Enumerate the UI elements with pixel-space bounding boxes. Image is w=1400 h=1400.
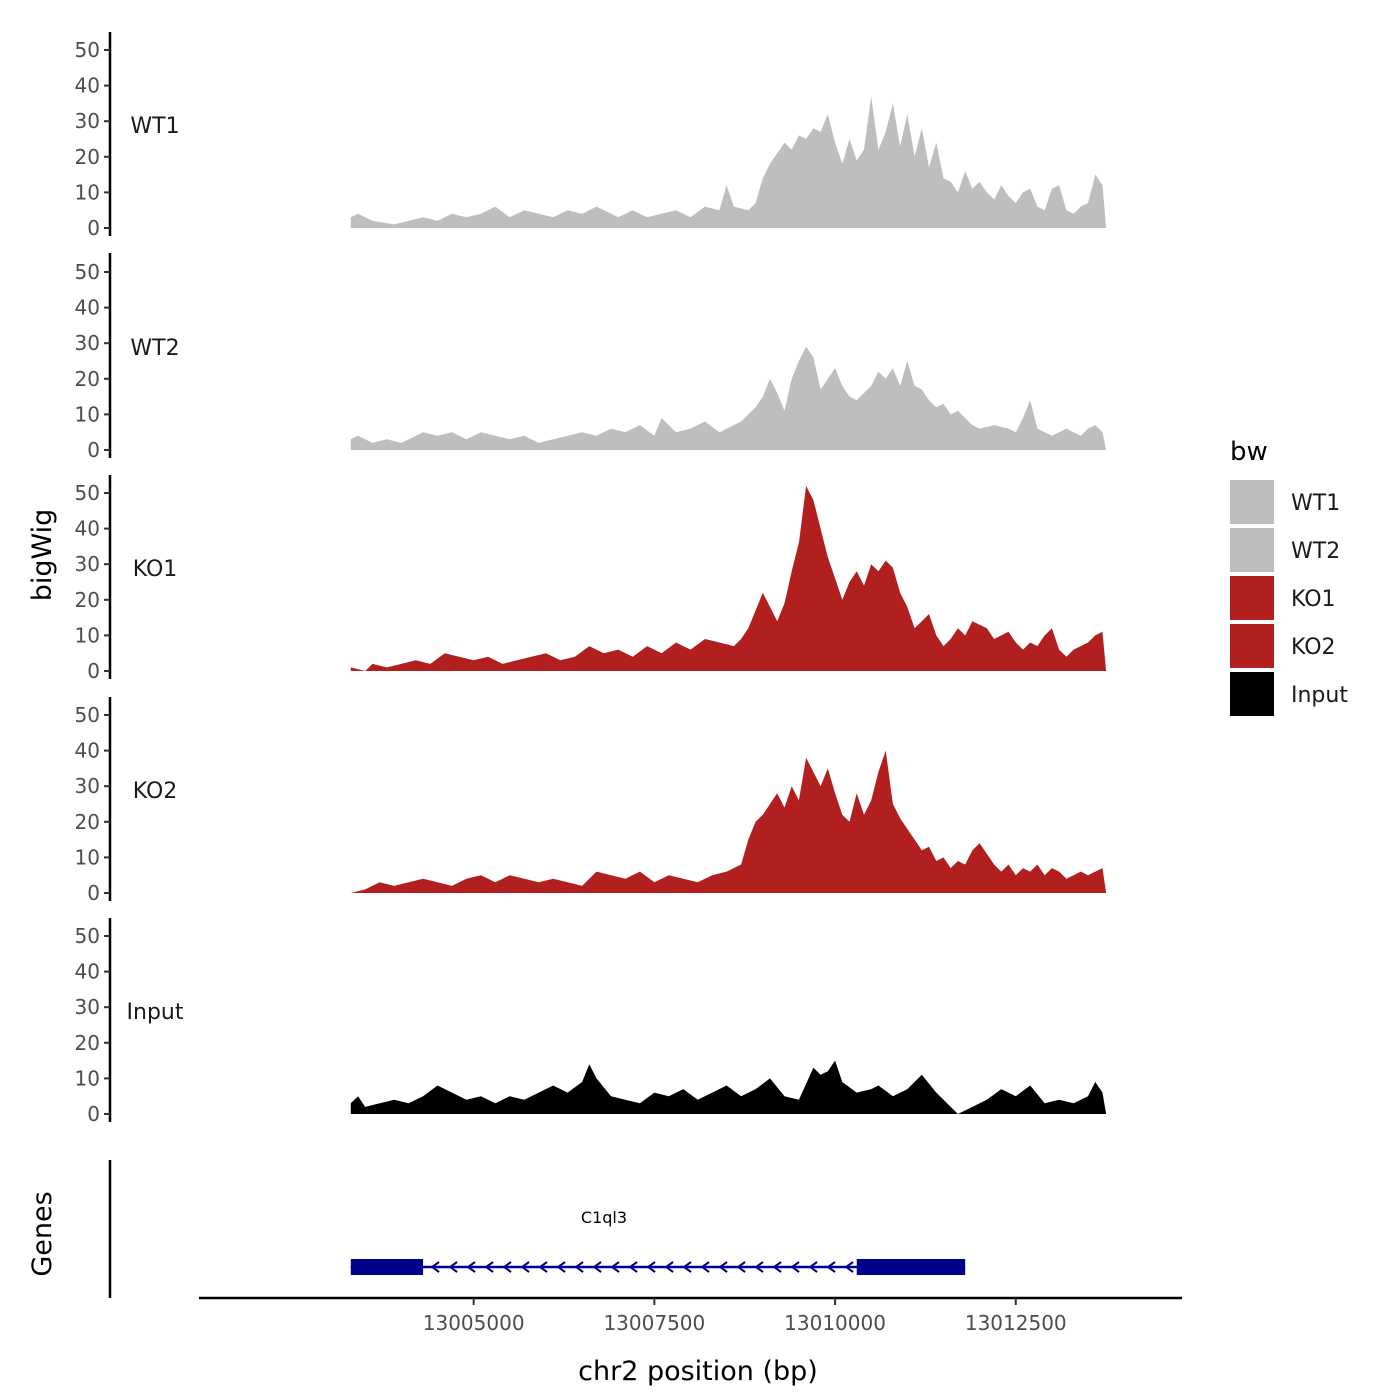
legend-title: bw [1230, 437, 1268, 467]
strand-arrow [736, 1261, 746, 1273]
y-tick-label: 20 [75, 367, 100, 391]
y-tick-label: 10 [75, 1066, 100, 1090]
strand-arrow [772, 1261, 782, 1273]
y-tick-label: 30 [75, 995, 100, 1019]
area-wt2 [350, 346, 1107, 450]
gene-exon [856, 1259, 966, 1275]
y-tick-label: 50 [75, 703, 100, 727]
legend: bw WT1 WT2 KO1 KO2 Input [1230, 437, 1348, 716]
legend-key-wt2 [1230, 528, 1274, 572]
strand-arrow [592, 1261, 602, 1273]
y-tick-label: 50 [75, 260, 100, 284]
gene-track: C1ql3 [108, 1160, 966, 1298]
y-tick-label: 20 [75, 810, 100, 834]
legend-key-wt1 [1230, 480, 1274, 524]
y-tick-label: 10 [75, 623, 100, 647]
y-axis-title: bigWig [27, 509, 58, 602]
track-label-wt2: WT2 [130, 336, 179, 361]
y-tick-label: 20 [75, 588, 100, 612]
y-tick-label: 0 [87, 659, 100, 683]
track-label-ko2: KO2 [133, 779, 178, 804]
x-tick-label: 13007500 [603, 1311, 705, 1335]
track-ko1: 0 10 20 30 40 50 KO1 [75, 475, 1107, 683]
y-tick-label: 30 [75, 552, 100, 576]
strand-arrow [646, 1261, 656, 1273]
strand-arrow [574, 1261, 584, 1273]
y-tick-label: 50 [75, 924, 100, 948]
y-tick-label: 30 [75, 109, 100, 133]
y-tick-label: 40 [75, 739, 100, 763]
strand-arrow [628, 1261, 638, 1273]
legend-key-input [1230, 672, 1274, 716]
strand-arrow [610, 1261, 620, 1273]
strand-arrow [484, 1261, 494, 1273]
strand-arrow [826, 1261, 836, 1273]
track-label-input: Input [127, 1000, 184, 1025]
y-tick-label: 40 [75, 74, 100, 98]
strand-arrow [844, 1261, 854, 1273]
y-tick-label: 50 [75, 481, 100, 505]
y-tick-label: 0 [87, 216, 100, 240]
tracks: 0 10 20 30 40 50 WT1 0 10 20 30 40 50 WT2 0 10 20 30 40 50 K… [75, 32, 1107, 1126]
y-tick-label: 0 [87, 1102, 100, 1126]
area-input [350, 1060, 1107, 1114]
strand-arrow [556, 1261, 566, 1273]
strand-arrow [754, 1261, 764, 1273]
area-ko2 [350, 750, 1107, 893]
gene-name-label: C1ql3 [581, 1208, 627, 1227]
y-tick-label: 10 [75, 402, 100, 426]
strand-arrow [448, 1261, 458, 1273]
legend-label-wt1: WT1 [1291, 491, 1340, 516]
legend-label-wt2: WT2 [1291, 539, 1340, 564]
x-axis: 13005000 13007500 13010000 13012500 [199, 1296, 1182, 1335]
y-tick-label: 20 [75, 1031, 100, 1055]
gene-exon [350, 1259, 424, 1275]
strand-arrow [538, 1261, 548, 1273]
strand-arrow [520, 1261, 530, 1273]
y-tick-label: 30 [75, 774, 100, 798]
y-tick-label: 30 [75, 331, 100, 355]
strand-arrow [790, 1261, 800, 1273]
legend-key-ko1 [1230, 576, 1274, 620]
strand-arrow [808, 1261, 818, 1273]
y-tick-label: 20 [75, 145, 100, 169]
legend-key-ko2 [1230, 624, 1274, 668]
strand-arrow [700, 1261, 710, 1273]
y-tick-label: 0 [87, 438, 100, 462]
track-label-ko1: KO1 [133, 557, 178, 582]
y-tick-label: 10 [75, 180, 100, 204]
track-wt2: 0 10 20 30 40 50 WT2 [75, 253, 1107, 462]
track-ko2: 0 10 20 30 40 50 KO2 [75, 697, 1107, 905]
legend-label-ko2: KO2 [1291, 635, 1336, 660]
legend-label-input: Input [1291, 683, 1348, 708]
x-tick-label: 13012500 [965, 1311, 1067, 1335]
area-wt1 [350, 96, 1107, 228]
strand-arrow [502, 1261, 512, 1273]
track-wt1: 0 10 20 30 40 50 WT1 [75, 32, 1107, 240]
genes-axis-title: Genes [27, 1191, 58, 1276]
y-tick-label: 40 [75, 960, 100, 984]
strand-arrow [466, 1261, 476, 1273]
y-tick-label: 40 [75, 517, 100, 541]
x-axis-title: chr2 position (bp) [578, 1356, 818, 1387]
y-tick-label: 0 [87, 881, 100, 905]
strand-arrow [430, 1261, 440, 1273]
legend-label-ko1: KO1 [1291, 587, 1336, 612]
x-tick-label: 13005000 [423, 1311, 525, 1335]
track-input: 0 10 20 30 40 50 Input [75, 918, 1107, 1126]
track-label-wt1: WT1 [130, 114, 179, 139]
x-tick-label: 13010000 [784, 1311, 886, 1335]
y-tick-label: 10 [75, 845, 100, 869]
area-ko1 [350, 485, 1107, 671]
strand-arrow [682, 1261, 692, 1273]
strand-arrow [664, 1261, 674, 1273]
y-tick-label: 40 [75, 296, 100, 320]
strand-arrow [718, 1261, 728, 1273]
y-tick-label: 50 [75, 38, 100, 62]
